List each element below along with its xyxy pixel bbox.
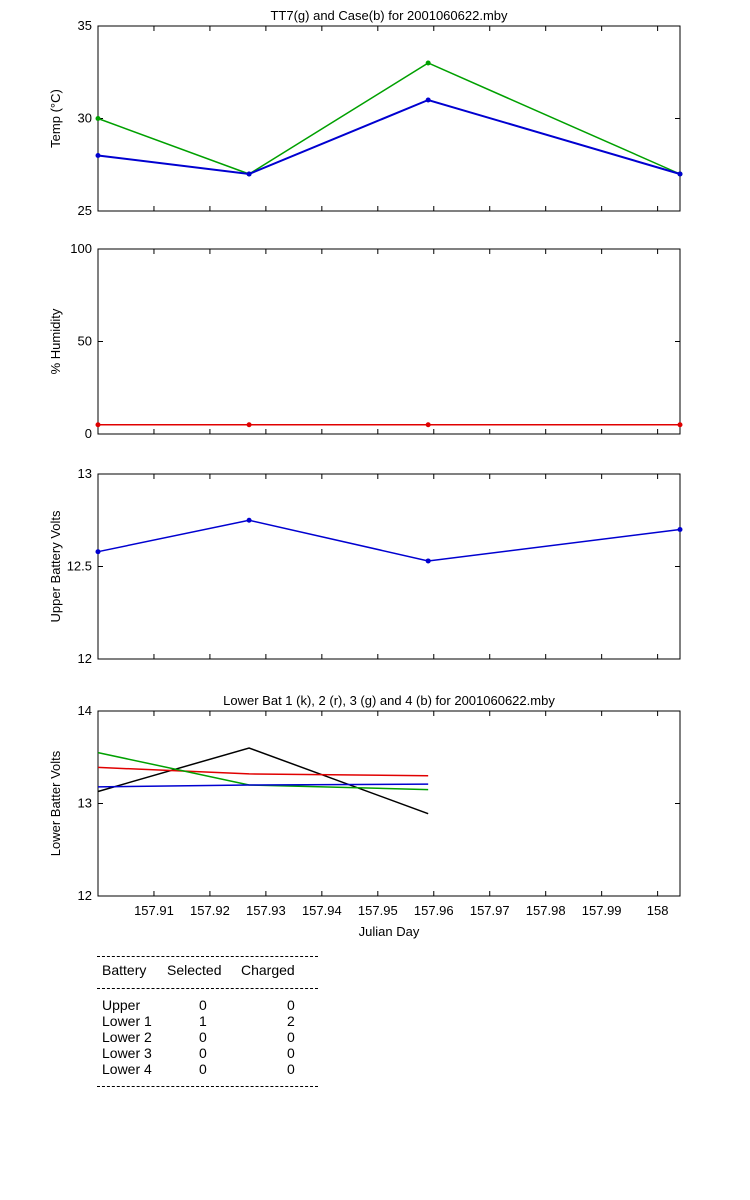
x-tick-label: 158 bbox=[647, 903, 669, 918]
x-tick-label: 157.95 bbox=[358, 903, 398, 918]
series-line bbox=[97, 783, 429, 788]
series-line bbox=[97, 519, 681, 562]
y-tick-label: 0 bbox=[85, 426, 92, 441]
chart-title: TT7(g) and Case(b) for 2001060622.mby bbox=[270, 8, 508, 23]
series-line bbox=[97, 62, 681, 175]
header-battery: Battery bbox=[102, 962, 147, 978]
data-point bbox=[425, 97, 431, 103]
y-tick-label: 12 bbox=[78, 651, 92, 666]
series-line bbox=[97, 747, 429, 815]
x-tick-label: 157.99 bbox=[582, 903, 622, 918]
table-top-rule bbox=[97, 956, 318, 957]
plot-frame bbox=[97, 473, 681, 660]
y-tick-label: 35 bbox=[78, 18, 92, 33]
y-axis-label: Temp (°C) bbox=[48, 89, 63, 148]
data-point bbox=[246, 517, 252, 523]
data-point bbox=[95, 153, 101, 158]
selected-count: 0 bbox=[199, 997, 207, 1013]
y-axis-label: Lower Batter Volts bbox=[48, 750, 63, 856]
series-line bbox=[97, 766, 429, 777]
selected-count: 1 bbox=[199, 1013, 207, 1029]
charged-count: 0 bbox=[287, 1061, 295, 1077]
data-point bbox=[246, 422, 252, 428]
battery-name: Lower 2 bbox=[102, 1029, 152, 1045]
y-tick-label: 30 bbox=[78, 111, 92, 126]
y-tick-label: 50 bbox=[78, 334, 92, 349]
selected-count: 0 bbox=[199, 1061, 207, 1077]
y-tick-label: 25 bbox=[78, 203, 92, 218]
series-line bbox=[97, 98, 681, 176]
x-tick-label: 157.93 bbox=[246, 903, 286, 918]
y-tick-label: 12 bbox=[78, 888, 92, 903]
battery-name: Lower 3 bbox=[102, 1045, 152, 1061]
data-point bbox=[246, 171, 252, 177]
x-tick-label: 157.92 bbox=[190, 903, 230, 918]
chart-canvas: 25 30 35 Temp (°C) TT7(g) and Case(b) for 20… bbox=[48, 8, 683, 939]
x-tick-label: 157.91 bbox=[134, 903, 174, 918]
battery-name: Lower 1 bbox=[102, 1013, 152, 1029]
y-tick-label: 100 bbox=[70, 241, 92, 256]
x-tick-label: 157.94 bbox=[302, 903, 342, 918]
data-point bbox=[95, 549, 101, 555]
charged-count: 0 bbox=[287, 1029, 295, 1045]
selected-count: 0 bbox=[199, 1045, 207, 1061]
charged-count: 0 bbox=[287, 1045, 295, 1061]
data-point bbox=[95, 116, 101, 121]
charged-count: 0 bbox=[287, 997, 295, 1013]
header-charged: Charged bbox=[241, 962, 295, 978]
selected-count: 0 bbox=[199, 1029, 207, 1045]
data-point bbox=[95, 422, 101, 428]
table-row: Lower 2 0 0 bbox=[97, 1029, 318, 1045]
table-bottom-rule bbox=[97, 1086, 318, 1087]
data-point bbox=[677, 527, 683, 532]
x-tick-label: 157.96 bbox=[414, 903, 454, 918]
plot-frame bbox=[97, 25, 681, 212]
table-row: Lower 1 1 2 bbox=[97, 1013, 318, 1029]
y-tick-label: 13 bbox=[78, 466, 92, 481]
y-tick-label: 13 bbox=[78, 796, 92, 811]
data-point bbox=[677, 422, 683, 428]
battery-name: Lower 4 bbox=[102, 1061, 152, 1077]
y-axis-label: Upper Battery Volts bbox=[48, 510, 63, 622]
data-point bbox=[425, 60, 431, 66]
data-point bbox=[677, 171, 683, 177]
table-row: Lower 4 0 0 bbox=[97, 1061, 318, 1077]
table-header-row: Battery Selected Charged bbox=[97, 962, 318, 978]
x-tick-label: 157.97 bbox=[470, 903, 510, 918]
table-header-rule bbox=[97, 988, 318, 989]
x-tick-label: 157.98 bbox=[526, 903, 566, 918]
x-axis-label: Julian Day bbox=[359, 924, 420, 939]
battery-name: Upper bbox=[102, 997, 141, 1013]
y-tick-label: 12.5 bbox=[67, 559, 92, 574]
data-point bbox=[425, 422, 431, 428]
chart-title: Lower Bat 1 (k), 2 (r), 3 (g) and 4 (b) … bbox=[223, 693, 555, 708]
table-row: Upper 0 0 bbox=[97, 997, 318, 1013]
y-axis-label: % Humidity bbox=[48, 308, 63, 374]
data-point bbox=[425, 558, 431, 564]
battery-table: Battery Selected Charged Upper 0 0 Lower… bbox=[97, 956, 318, 1087]
table-row: Lower 3 0 0 bbox=[97, 1045, 318, 1061]
plot-frame bbox=[97, 710, 681, 897]
plot-frame bbox=[97, 248, 681, 435]
charged-count: 2 bbox=[287, 1013, 295, 1029]
header-selected: Selected bbox=[167, 962, 222, 978]
y-tick-label: 14 bbox=[78, 703, 92, 718]
